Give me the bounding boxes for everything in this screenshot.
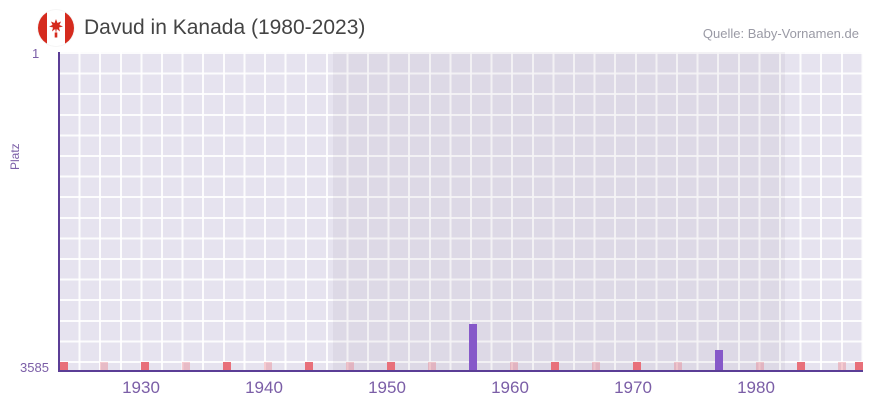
y-axis-tick-bottom: 3585 xyxy=(20,360,49,375)
x-tick-1940: 1940 xyxy=(245,378,283,398)
x-tick-1930: 1930 xyxy=(122,378,160,398)
x-axis-line xyxy=(58,370,863,372)
plot-area: 1930 1940 1950 1960 1970 1980 1990 xyxy=(58,52,863,372)
y-axis-line xyxy=(58,52,60,372)
chart-title: Davud in Kanada (1980-2023) xyxy=(84,16,365,40)
header: Davud in Kanada (1980-2023) xyxy=(38,10,365,46)
chart-container: Davud in Kanada (1980-2023) Quelle: Baby… xyxy=(0,0,873,412)
x-tick-1950: 1950 xyxy=(368,378,406,398)
x-tick-1970: 1970 xyxy=(614,378,652,398)
canada-flag-icon xyxy=(38,10,74,46)
source-label: Quelle: Baby-Vornamen.de xyxy=(703,26,859,41)
highlight-band xyxy=(333,52,785,372)
x-tick-1960: 1960 xyxy=(491,378,529,398)
bar-1988[interactable] xyxy=(469,324,477,370)
y-axis-label: Platz xyxy=(8,143,22,170)
bar-2013[interactable] xyxy=(715,350,723,370)
y-axis-tick-top: 1 xyxy=(32,46,39,61)
x-tick-1980: 1980 xyxy=(737,378,775,398)
x-axis-labels: 1930 1940 1950 1960 1970 1980 1990 xyxy=(58,378,863,408)
